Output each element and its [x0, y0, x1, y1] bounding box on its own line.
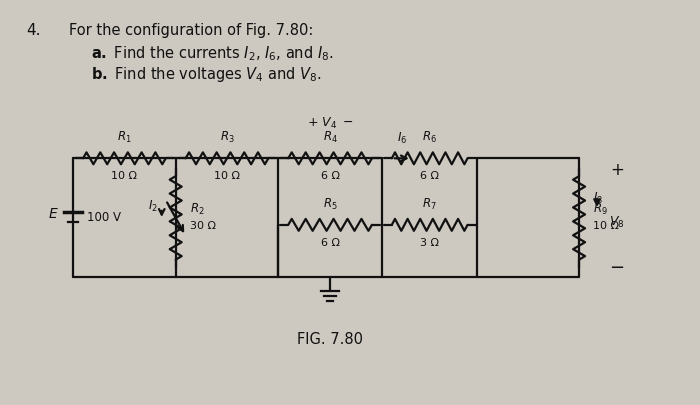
Text: For the configuration of Fig. 7.80:: For the configuration of Fig. 7.80: [69, 23, 314, 38]
Text: $E$: $E$ [48, 207, 60, 221]
Text: $R_3$: $R_3$ [220, 130, 235, 145]
Text: $R_7$: $R_7$ [422, 197, 437, 212]
Text: 6 Ω: 6 Ω [321, 171, 340, 181]
Text: $+\ V_4\ -$: $+\ V_4\ -$ [307, 116, 354, 132]
Text: $V_8$: $V_8$ [609, 215, 624, 230]
Text: +: + [610, 161, 624, 179]
Text: $I_8$: $I_8$ [593, 190, 603, 206]
Text: $R_6$: $R_6$ [422, 130, 437, 145]
Text: 3 Ω: 3 Ω [420, 238, 439, 248]
Text: $R_2$: $R_2$ [190, 202, 204, 217]
Text: $R_9$: $R_9$ [593, 202, 608, 217]
Text: $I_6$: $I_6$ [397, 131, 407, 146]
Text: FIG. 7.80: FIG. 7.80 [297, 332, 363, 347]
Text: 30 Ω: 30 Ω [190, 221, 216, 231]
Text: $R_5$: $R_5$ [323, 197, 337, 212]
Text: $R_4$: $R_4$ [323, 130, 337, 145]
Text: $R_1$: $R_1$ [117, 130, 132, 145]
Text: 6 Ω: 6 Ω [321, 238, 340, 248]
Text: $\mathbf{a.}$ Find the currents $I_2$, $I_6$, and $I_8$.: $\mathbf{a.}$ Find the currents $I_2$, $… [91, 44, 334, 63]
Text: 100 V: 100 V [87, 211, 121, 224]
Text: 10 Ω: 10 Ω [214, 171, 240, 181]
Text: −: − [610, 258, 624, 277]
Text: $\mathbf{b.}$ Find the voltages $V_4$ and $V_8$.: $\mathbf{b.}$ Find the voltages $V_4$ an… [91, 65, 322, 84]
Text: 10 Ω: 10 Ω [111, 171, 137, 181]
Text: 10 Ω: 10 Ω [593, 221, 619, 231]
Text: 6 Ω: 6 Ω [420, 171, 439, 181]
Text: 4.: 4. [27, 23, 41, 38]
Text: $I_2$: $I_2$ [148, 198, 158, 213]
